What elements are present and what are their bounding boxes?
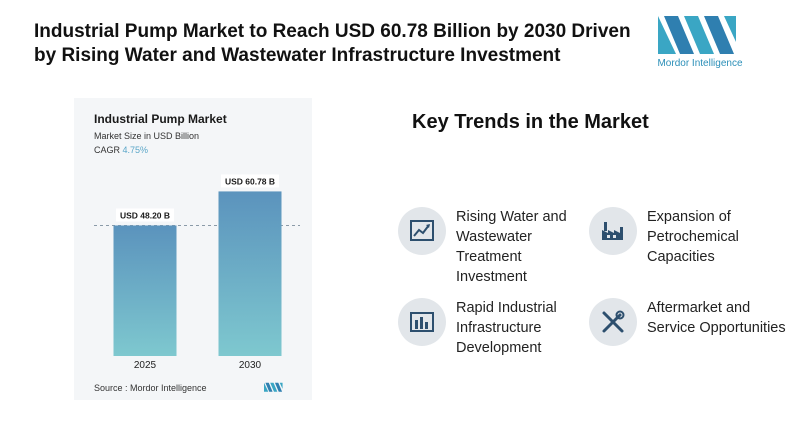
chart-subtitle: Market Size in USD Billion	[94, 131, 200, 141]
bar-chart: USD 48.20 B 2025 USD 60.78 B 2030	[94, 174, 300, 371]
trend-label: Expansion of Petrochemical Capacities	[647, 209, 739, 265]
brand-name: Mordor Intelligence	[657, 58, 743, 69]
brand-logo: Mordor Intelligence	[650, 14, 750, 74]
trends-title: Key Trends in the Market	[412, 111, 649, 133]
trend-label: Aftermarket and Service Opportunities	[647, 300, 786, 336]
bar-2025	[113, 225, 177, 356]
data-label: USD 48.20 B	[120, 210, 170, 220]
line-chart-icon	[410, 220, 434, 241]
trend-label: Rapid Industrial Infrastructure Developm…	[456, 300, 557, 356]
chart-source: Source : Mordor Intelligence	[94, 383, 207, 393]
cagr-value: 4.75%	[122, 145, 149, 155]
trend-label: Rising Water and Wastewater Treatment In…	[456, 209, 567, 285]
cagr: CAGR 4.75%	[94, 145, 148, 155]
chart-card: Industrial Pump Market Market Size in US…	[74, 98, 312, 400]
x-tick-label: 2030	[239, 360, 262, 371]
tools-icon	[602, 310, 625, 333]
data-label-box	[116, 208, 174, 222]
trend-icon-circle	[589, 207, 637, 255]
trend-icon-circle	[398, 207, 446, 255]
mordor-logo-icon	[658, 16, 736, 54]
bar-chart-icon	[410, 312, 434, 332]
cagr-label: CAGR	[94, 145, 121, 155]
data-label-box	[221, 174, 279, 188]
chart-title: Industrial Pump Market	[94, 112, 227, 126]
mini-logo-icon	[264, 382, 283, 392]
page-headline: Industrial Pump Market to Reach USD 60.7…	[34, 21, 631, 66]
trend-icon-circle	[398, 298, 446, 346]
trend-icon-circle	[589, 298, 637, 346]
data-label: USD 60.78 B	[225, 176, 275, 186]
bar-2030	[218, 191, 282, 356]
factory-icon	[602, 222, 623, 240]
x-tick-label: 2025	[134, 360, 157, 371]
